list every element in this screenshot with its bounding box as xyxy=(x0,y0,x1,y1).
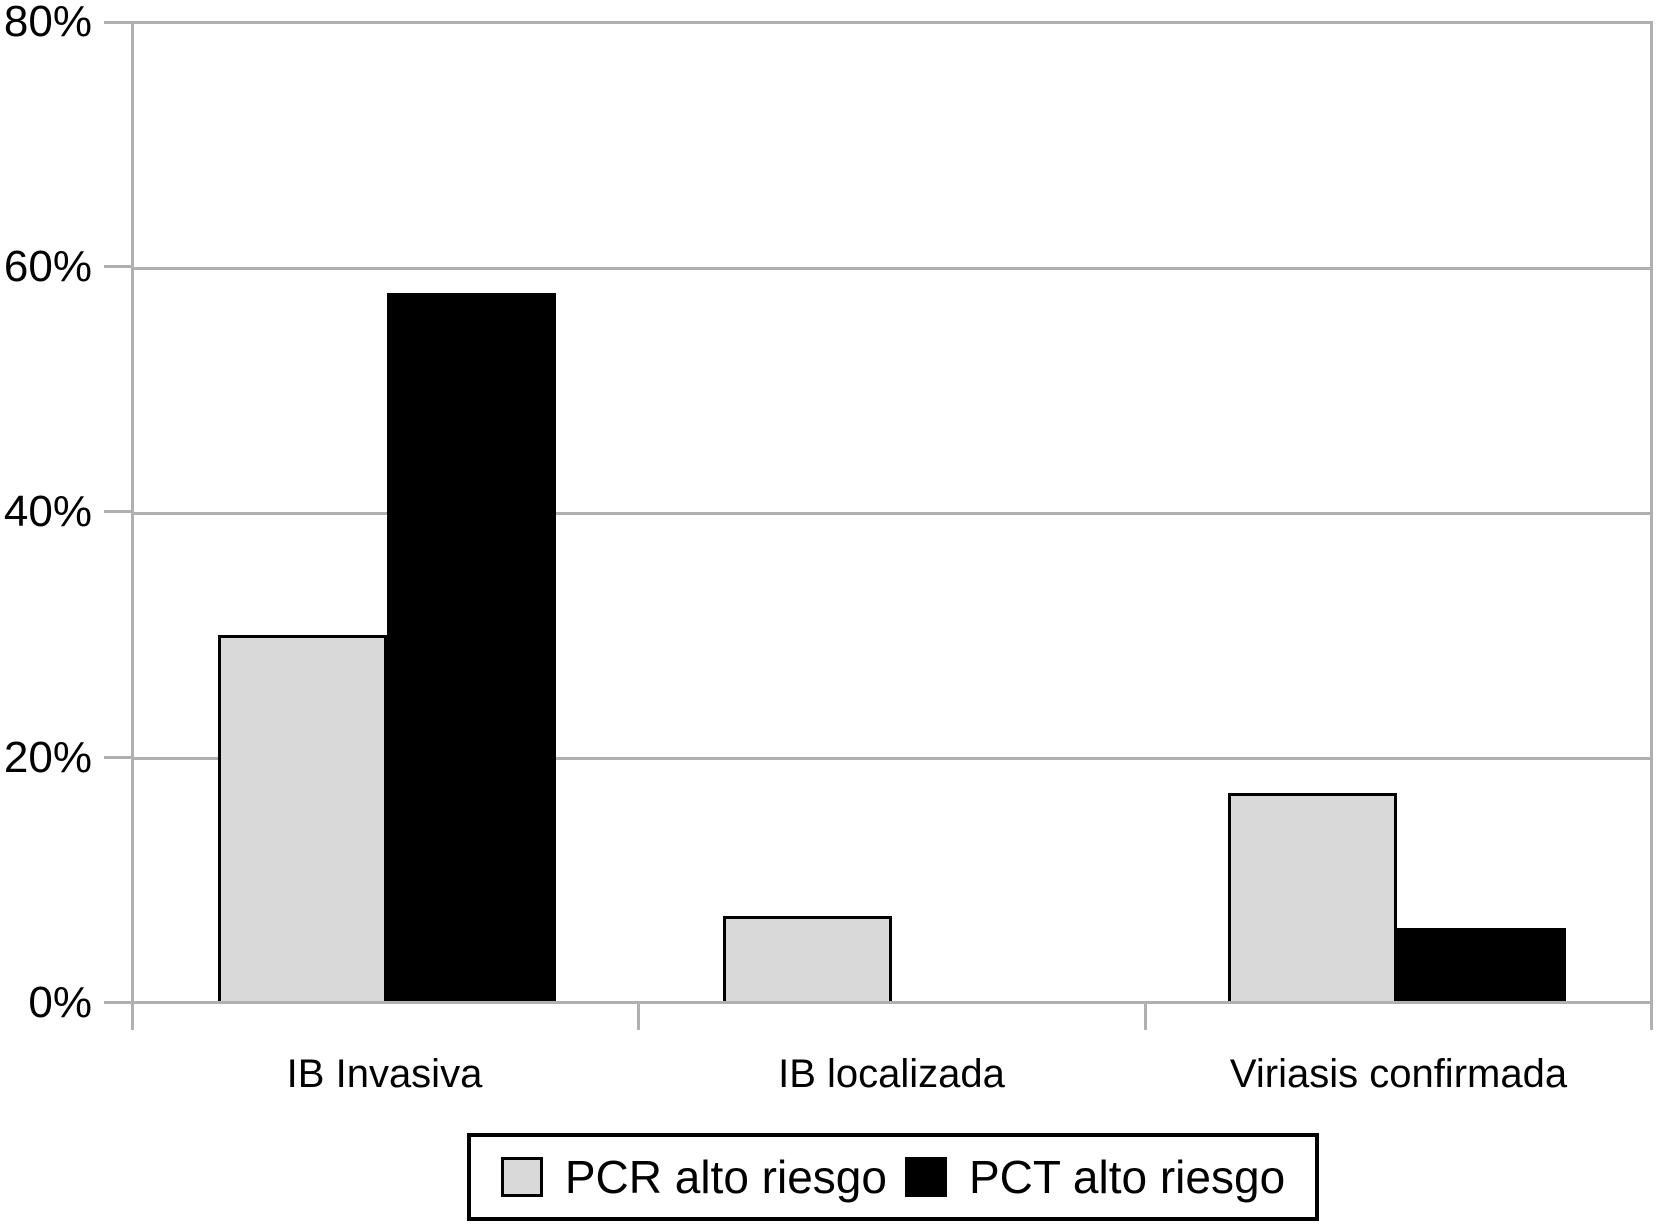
plot-area xyxy=(131,21,1653,1004)
xtick-mark-0 xyxy=(131,1004,134,1030)
ytick-mark-40 xyxy=(104,510,132,513)
bar-pcr-ib-localizada xyxy=(723,916,892,1001)
gridline-60 xyxy=(134,267,1650,270)
bar-pct-ib-invasiva xyxy=(387,293,556,1001)
legend: PCR alto riesgo PCT alto riesgo xyxy=(467,1133,1319,1221)
xtick-mark-2 xyxy=(1144,1004,1147,1030)
xcat-label-viriasis-confirmada: Viriasis confirmada xyxy=(1229,1052,1568,1096)
xtick-mark-3 xyxy=(1650,1004,1653,1030)
ytick-label-0: 0% xyxy=(28,978,92,1027)
xcat-label-ib-localizada: IB localizada xyxy=(778,1052,1005,1096)
ytick-label-40: 40% xyxy=(3,487,92,536)
legend-entry-pcr: PCR alto riesgo xyxy=(500,1151,887,1203)
bar-pcr-ib-invasiva xyxy=(218,635,387,1001)
ytick-label-20: 20% xyxy=(3,733,92,782)
ytick-label-60: 60% xyxy=(3,242,92,291)
gridline-20 xyxy=(134,757,1650,760)
ytick-label-80: 80% xyxy=(3,0,92,46)
xtick-mark-1 xyxy=(637,1004,640,1030)
bar-pct-viriasis-confirmada xyxy=(1397,928,1566,1001)
ytick-mark-20 xyxy=(104,756,132,759)
ytick-mark-0 xyxy=(104,1001,132,1004)
bar-pcr-viriasis-confirmada xyxy=(1228,793,1397,1001)
legend-label-pct: PCT alto riesgo xyxy=(968,1151,1286,1203)
ytick-mark-80 xyxy=(104,21,132,24)
legend-entry-pct: PCT alto riesgo xyxy=(904,1151,1286,1203)
gridline-40 xyxy=(134,512,1650,515)
legend-swatch-pcr-icon xyxy=(500,1157,543,1197)
ytick-mark-60 xyxy=(104,265,132,268)
legend-label-pcr: PCR alto riesgo xyxy=(564,1151,887,1203)
legend-swatch-pct-icon xyxy=(904,1157,947,1197)
xcat-label-ib-invasiva: IB Invasiva xyxy=(286,1052,483,1096)
